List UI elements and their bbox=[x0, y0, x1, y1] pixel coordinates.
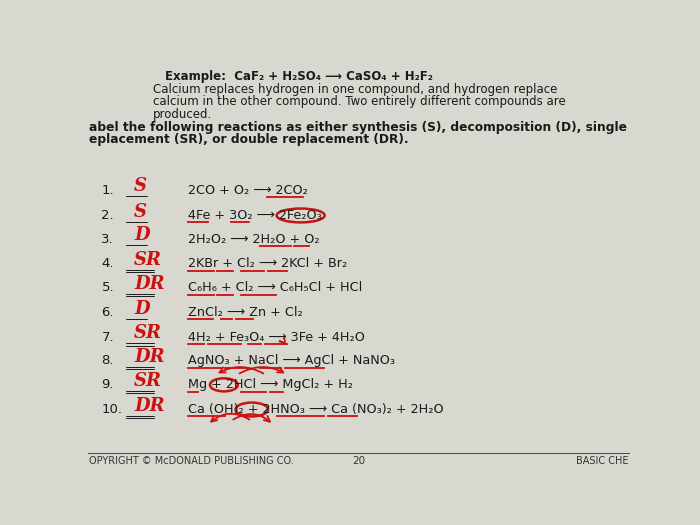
Text: 4.: 4. bbox=[102, 257, 114, 270]
Text: Calcium replaces hydrogen in one compound, and hydrogen replace: Calcium replaces hydrogen in one compoun… bbox=[153, 83, 557, 96]
Text: DR: DR bbox=[134, 275, 164, 293]
Text: 10.: 10. bbox=[102, 403, 122, 416]
Text: 4Fe + 3O₂ ⟶ 2Fe₂O₃: 4Fe + 3O₂ ⟶ 2Fe₂O₃ bbox=[188, 209, 322, 222]
Text: 2KBr + Cl₂ ⟶ 2KCl + Br₂: 2KBr + Cl₂ ⟶ 2KCl + Br₂ bbox=[188, 257, 347, 270]
Text: AgNO₃ + NaCl ⟶ AgCl + NaNO₃: AgNO₃ + NaCl ⟶ AgCl + NaNO₃ bbox=[188, 354, 396, 367]
Text: 9.: 9. bbox=[102, 379, 114, 391]
Text: 2H₂O₂ ⟶ 2H₂O + O₂: 2H₂O₂ ⟶ 2H₂O + O₂ bbox=[188, 233, 320, 246]
Text: ZnCl₂ ⟶ Zn + Cl₂: ZnCl₂ ⟶ Zn + Cl₂ bbox=[188, 306, 303, 319]
Text: SR: SR bbox=[134, 251, 162, 269]
Text: Mg + 2HCl ⟶ MgCl₂ + H₂: Mg + 2HCl ⟶ MgCl₂ + H₂ bbox=[188, 379, 354, 391]
Text: D: D bbox=[134, 226, 150, 245]
Text: 7.: 7. bbox=[102, 331, 114, 344]
Text: eplacement (SR), or double replacement (DR).: eplacement (SR), or double replacement (… bbox=[89, 133, 409, 146]
Text: DR: DR bbox=[134, 348, 164, 366]
Text: produced.: produced. bbox=[153, 108, 212, 121]
Text: SR: SR bbox=[134, 372, 162, 390]
Text: DR: DR bbox=[134, 397, 164, 415]
Text: 2.: 2. bbox=[102, 209, 114, 222]
Text: 20: 20 bbox=[352, 456, 365, 467]
Text: Ca (OH)₂ + 2HNO₃ ⟶ Ca (NO₃)₂ + 2H₂O: Ca (OH)₂ + 2HNO₃ ⟶ Ca (NO₃)₂ + 2H₂O bbox=[188, 403, 444, 416]
Text: 8.: 8. bbox=[102, 354, 114, 367]
Text: D: D bbox=[134, 300, 150, 318]
Text: calcium in the other compound. Two entirely different compounds are: calcium in the other compound. Two entir… bbox=[153, 96, 566, 108]
Text: 1.: 1. bbox=[102, 184, 114, 196]
Text: 2CO + O₂ ⟶ 2CO₂: 2CO + O₂ ⟶ 2CO₂ bbox=[188, 184, 308, 196]
Text: abel the following reactions as either synthesis (S), decomposition (D), single: abel the following reactions as either s… bbox=[89, 121, 627, 134]
Text: BASIC CHE: BASIC CHE bbox=[576, 456, 629, 467]
Text: 4H₂ + Fe₃O₄ ⟶ 3Fe + 4H₂O: 4H₂ + Fe₃O₄ ⟶ 3Fe + 4H₂O bbox=[188, 331, 365, 344]
Text: C₆H₆ + Cl₂ ⟶ C₆H₅Cl + HCl: C₆H₆ + Cl₂ ⟶ C₆H₅Cl + HCl bbox=[188, 281, 363, 295]
Text: SR: SR bbox=[134, 324, 162, 342]
Text: S: S bbox=[134, 177, 147, 195]
Text: Example:  CaF₂ + H₂SO₄ ⟶ CaSO₄ + H₂F₂: Example: CaF₂ + H₂SO₄ ⟶ CaSO₄ + H₂F₂ bbox=[165, 70, 433, 83]
Text: 6.: 6. bbox=[102, 306, 114, 319]
Text: 5.: 5. bbox=[102, 281, 114, 295]
Text: OPYRIGHT © McDONALD PUBLISHING CO.: OPYRIGHT © McDONALD PUBLISHING CO. bbox=[89, 456, 294, 467]
Text: S: S bbox=[134, 203, 147, 220]
Text: 3.: 3. bbox=[102, 233, 114, 246]
